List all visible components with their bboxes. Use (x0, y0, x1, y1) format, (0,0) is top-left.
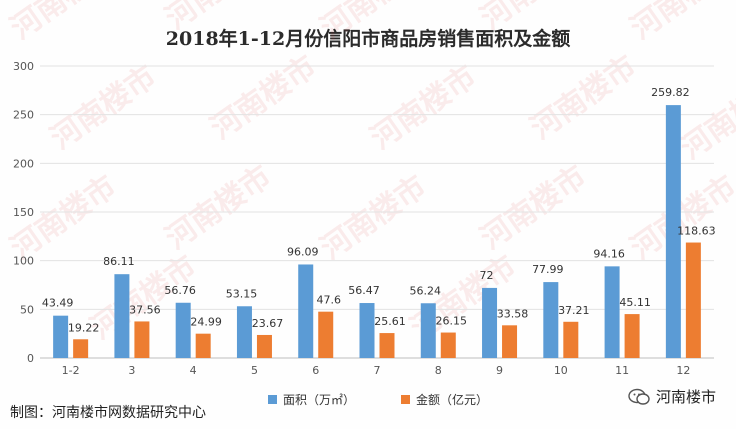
y-tick-label: 150 (13, 206, 34, 219)
watermark-text: 河南楼市 (160, 0, 278, 37)
bar-area (665, 105, 681, 358)
bar-amount (502, 325, 518, 358)
watermark-text: 河南楼市 (525, 49, 643, 146)
data-label-amount: 47.6 (316, 294, 341, 307)
y-tick-label: 200 (13, 157, 34, 170)
bar-area (236, 306, 252, 358)
x-tick-label: 12 (676, 364, 690, 377)
data-label-amount: 25.61 (374, 315, 406, 328)
x-tick-label: 5 (251, 364, 258, 377)
bar-amount (73, 339, 89, 358)
legend-label-amount: 金额（亿元） (416, 393, 489, 407)
data-label-area: 77.99 (532, 263, 564, 276)
footer-credit: 制图：河南楼市网数据研究中心 (10, 405, 206, 421)
legend-item-area: 面积（万㎡） (268, 391, 355, 408)
watermark-text: 河南楼市 (475, 159, 593, 256)
data-label-area: 56.47 (348, 284, 380, 297)
x-tick-label: 11 (615, 364, 629, 377)
bar-amount (440, 332, 456, 358)
watermark-text: 河南楼市 (475, 0, 593, 37)
watermark-text: 河南楼市 (675, 69, 736, 166)
data-label-area: 259.82 (651, 86, 690, 99)
y-tick-label: 250 (13, 109, 34, 122)
chart-title: 2018年1-12月份信阳市商品房销售面积及金额 (165, 28, 571, 50)
x-tick-label: 1-2 (62, 364, 80, 377)
data-label-amount: 23.67 (252, 317, 284, 330)
watermark-text: 河南楼市 (160, 159, 278, 256)
watermark-text: 河南楼市 (205, 49, 323, 146)
data-label-area: 86.11 (103, 255, 135, 268)
bar-area (359, 303, 375, 358)
legend-swatch-amount (401, 395, 411, 404)
data-label-area: 43.49 (42, 297, 74, 310)
watermark-text: 河南楼市 (365, 59, 483, 156)
bar-area (175, 302, 191, 358)
data-label-area: 96.09 (287, 245, 319, 258)
data-label-amount: 118.63 (677, 225, 716, 238)
bar-area (114, 274, 130, 358)
x-tick-label: 10 (554, 364, 568, 377)
data-label-area: 56.76 (164, 284, 196, 297)
watermark-text: 河南楼市 (315, 0, 433, 47)
bar-amount (134, 321, 150, 358)
wechat-icon (628, 388, 650, 405)
watermark-text: 河南楼市 (45, 59, 163, 156)
data-label-amount: 33.58 (497, 307, 529, 320)
bar-amount (563, 321, 579, 358)
brand-name: 河南楼市 (655, 388, 716, 406)
bar-amount (318, 311, 334, 358)
y-tick-label: 0 (27, 352, 34, 365)
bar-area (420, 303, 436, 358)
bar-amount (195, 333, 211, 358)
bar-area (482, 287, 498, 358)
bar-area (298, 264, 314, 358)
data-label-area: 56.24 (410, 284, 442, 297)
data-label-area: 72 (480, 269, 494, 282)
x-tick-label: 3 (128, 364, 135, 377)
data-label-amount: 45.11 (619, 296, 651, 309)
brand-logo: 河南楼市 (628, 386, 716, 407)
bar-area (53, 315, 69, 358)
data-label-area: 94.16 (593, 247, 625, 260)
watermark-text: 河南楼市 (315, 169, 433, 266)
bar-amount (685, 242, 701, 358)
y-tick-label: 100 (13, 255, 34, 268)
watermark-text: 河南楼市 (5, 0, 123, 47)
x-tick-label: 6 (312, 364, 319, 377)
watermark-text: 河南楼市 (625, 0, 736, 47)
bar-area (543, 282, 559, 358)
bar-amount (624, 314, 640, 358)
x-tick-label: 9 (496, 364, 503, 377)
y-tick-label: 300 (13, 60, 34, 73)
bar-amount (256, 334, 272, 358)
legend-swatch-area (268, 395, 277, 404)
data-label-amount: 19.22 (68, 321, 100, 334)
bar-amount (379, 333, 395, 358)
x-tick-label: 4 (190, 364, 197, 377)
y-tick-label: 50 (20, 303, 34, 316)
x-tick-label: 8 (435, 364, 442, 377)
data-label-area: 53.15 (226, 287, 258, 300)
legend-item-amount: 金额（亿元） (401, 391, 488, 408)
legend-label-area: 面积（万㎡） (283, 393, 356, 407)
bar-area (604, 266, 620, 358)
data-label-amount: 26.15 (436, 315, 468, 328)
data-label-amount: 24.99 (190, 316, 222, 329)
x-tick-label: 7 (374, 364, 381, 377)
legend: 面积（万㎡） 金额（亿元） (268, 391, 488, 408)
data-label-amount: 37.21 (558, 304, 590, 317)
data-label-amount: 37.56 (129, 303, 161, 316)
